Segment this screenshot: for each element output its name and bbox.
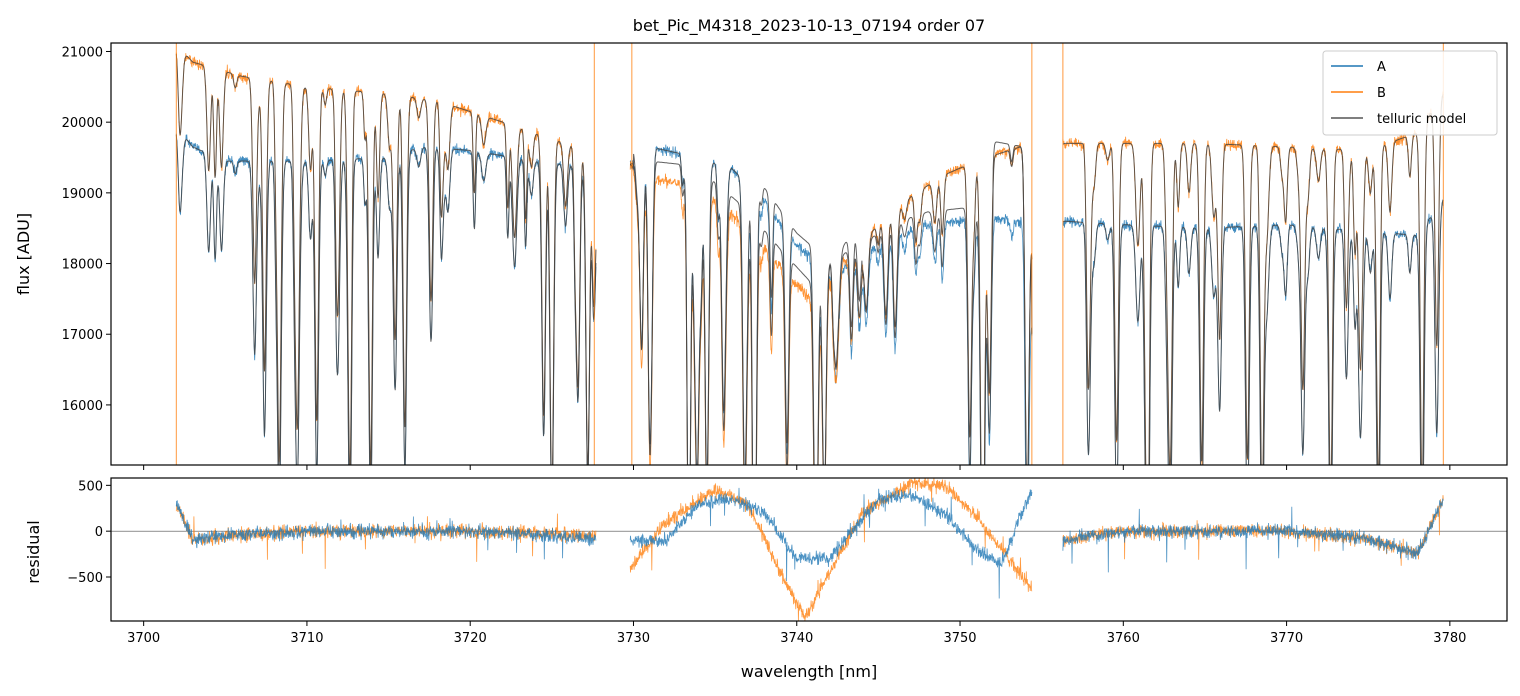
residual-line-a-segment-2 xyxy=(629,487,1033,599)
x-tick-label: 3710 xyxy=(290,631,323,646)
residual-plot-area xyxy=(111,478,1507,621)
x-tick-label: 3770 xyxy=(1270,631,1303,646)
x-tick-label: 3760 xyxy=(1107,631,1140,646)
residual-y-label: residual xyxy=(24,520,43,583)
x-tick-label: 3740 xyxy=(780,631,813,646)
flux-axes-frame xyxy=(110,42,1508,466)
residual-y-ticks: −500 0 500 xyxy=(67,479,111,586)
residual-y-tick-label: −500 xyxy=(67,571,103,586)
x-tick-label: 3730 xyxy=(617,631,650,646)
legend-label-b: B xyxy=(1377,86,1386,101)
flux-y-ticks: 16000 17000 18000 19000 20000 21000 xyxy=(62,45,111,414)
x-tick-label: 3700 xyxy=(127,631,160,646)
telluric-model-b-segment-1 xyxy=(175,53,597,465)
telluric-model-a-segment-3 xyxy=(1062,200,1444,465)
flux-y-tick-label: 19000 xyxy=(62,187,103,202)
flux-y-tick-label: 18000 xyxy=(62,258,103,273)
telluric-model-b-segment-3 xyxy=(1062,94,1444,465)
telluric-model-b-segment-2 xyxy=(629,146,1033,465)
legend-label-telluric: telluric model xyxy=(1377,112,1466,127)
flux-y-label: flux [ADU] xyxy=(14,213,33,295)
flux-line-b-segment-3 xyxy=(1062,91,1444,465)
residual-line-b-segment-2 xyxy=(629,478,1033,621)
flux-y-tick-label: 16000 xyxy=(62,399,103,414)
flux-y-tick-label: 20000 xyxy=(62,116,103,131)
flux-y-tick-label: 17000 xyxy=(62,328,103,343)
residual-y-tick-label: 0 xyxy=(95,525,103,540)
flux-plot-area xyxy=(175,43,1444,465)
telluric-model-a-segment-1 xyxy=(175,134,597,465)
flux-line-b-segment-1 xyxy=(175,52,597,465)
x-axis-label: wavelength [nm] xyxy=(741,662,878,681)
x-tick-label: 3750 xyxy=(943,631,976,646)
residual-y-tick-label: 500 xyxy=(78,479,103,494)
flux-y-tick-label: 21000 xyxy=(62,45,103,60)
residual-x-ticks: 3700 3710 3720 3730 3740 3750 3760 3770 3780 xyxy=(127,621,1466,646)
flux-line-a-segment-1 xyxy=(175,133,597,465)
residual-line-a-segment-1 xyxy=(175,500,597,560)
x-tick-label: 3780 xyxy=(1433,631,1466,646)
flux-x-ticks xyxy=(143,465,1451,470)
residual-axes-frame xyxy=(110,477,1508,622)
x-tick-label: 3720 xyxy=(454,631,487,646)
residual-line-a-segment-3 xyxy=(1062,498,1444,573)
legend: A B telluric model xyxy=(1322,50,1498,136)
chart-title: bet_Pic_M4318_2023-10-13_07194 order 07 xyxy=(633,16,985,36)
legend-label-a: A xyxy=(1377,60,1386,75)
legend-box xyxy=(1322,50,1498,136)
